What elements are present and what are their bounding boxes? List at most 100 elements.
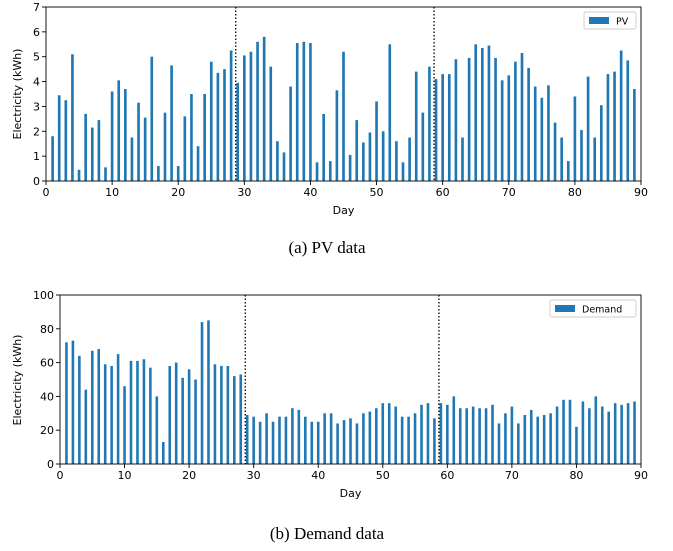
bar: [362, 413, 365, 464]
axes-frame: [59, 294, 642, 465]
legend-swatch: [589, 17, 609, 24]
bar: [342, 420, 346, 464]
bar: [150, 56, 154, 181]
x-tick-label: 20: [182, 469, 196, 482]
bar: [233, 376, 236, 464]
x-tick-label: 50: [376, 469, 390, 482]
x-tick-label: 0: [43, 186, 50, 199]
bar: [65, 342, 68, 464]
bar: [71, 54, 74, 182]
bar: [203, 94, 206, 181]
bar: [297, 409, 301, 464]
bar: [90, 350, 94, 464]
bar: [124, 89, 127, 181]
y-tick-label: 100: [33, 289, 54, 302]
bar: [329, 413, 333, 464]
bar: [452, 396, 456, 464]
demand-chart: 0 10 20 30 40 50 60 70 80 90 0 20 40 60 80 100 Day Electr…: [11, 289, 648, 500]
bar: [381, 403, 385, 464]
bar: [478, 408, 481, 464]
bar: [117, 80, 121, 181]
bar: [284, 416, 288, 464]
bar: [400, 416, 404, 464]
bar: [163, 112, 167, 181]
x-tick-label: 60: [436, 186, 450, 199]
bar: [97, 349, 101, 464]
legend-swatch: [555, 305, 575, 312]
y-tick-label: 4: [33, 76, 40, 89]
axes-frame: [45, 6, 642, 182]
pv-chart: 0 10 20 30 40 50 60 70 80 90 0 1 2 3 4 5 6 7 Day Electricit…: [11, 1, 648, 217]
bar: [426, 403, 430, 464]
bar: [465, 408, 468, 464]
bar: [461, 137, 464, 181]
bar: [51, 136, 54, 181]
x-tick-label: 80: [569, 469, 583, 482]
bar: [226, 365, 230, 464]
bar: [256, 41, 259, 181]
bar: [533, 86, 537, 181]
bar: [580, 130, 583, 181]
bar: [517, 423, 520, 464]
bar: [269, 66, 273, 181]
bar: [190, 94, 193, 181]
bar: [155, 396, 159, 464]
bar: [71, 340, 75, 464]
y-tick-label: 0: [47, 458, 54, 471]
bar: [540, 97, 544, 181]
bar: [143, 117, 147, 181]
y-axis-label: Electricity (kWh): [11, 335, 24, 426]
y-tick-label: 5: [33, 51, 40, 64]
bar: [613, 403, 617, 464]
bar: [527, 67, 530, 181]
bar: [342, 51, 345, 181]
bar: [600, 406, 604, 464]
bar: [575, 426, 578, 464]
bar: [181, 377, 184, 464]
bar: [606, 74, 610, 181]
bar: [454, 59, 458, 182]
bar: [549, 413, 552, 464]
bar: [84, 113, 87, 181]
x-tick-label: 20: [171, 186, 185, 199]
bar: [252, 416, 255, 464]
bar: [368, 132, 372, 181]
bar: [262, 36, 266, 181]
bar: [523, 414, 527, 464]
bar: [176, 166, 180, 181]
bar: [355, 120, 359, 181]
bar: [304, 416, 307, 464]
bar: [500, 80, 504, 181]
bar: [566, 161, 570, 181]
bar: [348, 154, 352, 181]
bar: [619, 50, 623, 181]
bar: [97, 120, 101, 181]
y-tick-label: 6: [33, 26, 40, 39]
x-tick-label: 80: [568, 186, 582, 199]
bar: [258, 421, 262, 464]
bar: [395, 141, 398, 181]
bar: [322, 113, 325, 181]
bar: [536, 416, 539, 464]
bar: [110, 91, 114, 181]
bar: [271, 421, 275, 464]
bar: [494, 57, 497, 181]
bar: [588, 408, 591, 464]
bar: [77, 169, 81, 181]
bar: [560, 137, 563, 181]
y-tick-label: 2: [33, 125, 40, 138]
bar: [446, 404, 449, 464]
bar: [336, 423, 339, 464]
bar: [328, 161, 332, 181]
bar: [78, 355, 81, 464]
bar: [316, 421, 320, 464]
bar: [607, 411, 611, 464]
bar: [168, 365, 172, 464]
bar: [573, 96, 577, 181]
bar: [64, 100, 68, 181]
bar: [291, 408, 294, 464]
bar: [387, 403, 391, 464]
bar: [282, 152, 286, 181]
x-tick-label: 70: [505, 469, 519, 482]
bar: [514, 61, 517, 181]
